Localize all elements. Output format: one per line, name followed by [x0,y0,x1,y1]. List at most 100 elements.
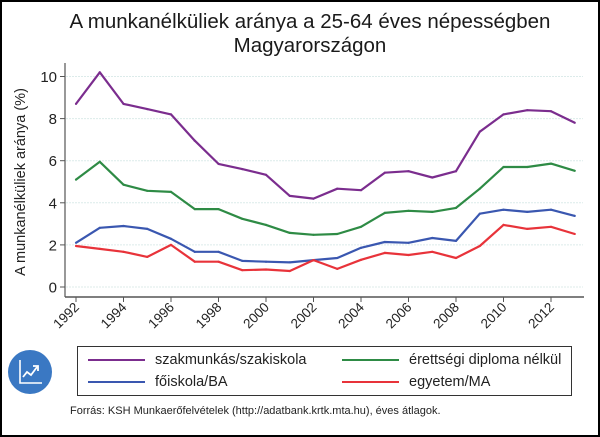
data-point [359,225,363,228]
data-point [383,240,386,244]
data-point [502,113,505,116]
chart-title-line2: Magyarországon [233,34,387,57]
data-point [336,232,339,236]
data-point [383,171,386,174]
data-point [407,253,410,257]
data-point [264,260,268,263]
x-tick-label: 1994 [98,299,130,331]
data-point [193,139,196,142]
data-point [74,178,78,181]
data-point [217,162,220,165]
data-point [526,210,529,213]
legend-swatch [88,359,145,361]
legend-swatch [342,381,399,383]
legend-item-egyetem: egyetem/MA [342,372,490,392]
data-point [146,227,149,231]
data-point [169,237,173,240]
data-point [312,258,315,262]
data-point [431,176,434,179]
axes [60,63,584,302]
legend-item-erettsegi: érettségi diploma nélkül [342,350,561,370]
data-point [502,208,505,211]
data-point [98,226,101,229]
data-point [146,255,149,258]
data-point [431,250,434,253]
y-axis-label: A munkanélküliek aránya (%) [13,88,29,276]
data-point [217,250,220,253]
y-tick-label: 10 [40,69,57,86]
data-point [383,251,386,254]
chart-title: A munkanélküliek aránya a 25-64 éves nép… [50,10,570,58]
data-point [431,236,434,240]
data-point [146,108,149,111]
data-point [431,210,434,213]
data-point [336,256,339,260]
chart-title-line1: A munkanélküliek aránya a 25-64 éves nép… [69,10,551,33]
data-point [312,233,315,236]
x-tick-label: 2002 [288,300,320,332]
y-tick-label: 0 [49,280,57,297]
legend-label: főiskola/BA [155,374,228,390]
legend: szakmunkás/szakiskola érettségi diploma … [77,346,572,396]
data-point [193,208,196,211]
legend-item-szakmunkas: szakmunkás/szakiskola [88,350,307,370]
x-tick-label: 2008 [430,300,462,332]
data-point [217,208,220,211]
data-point [454,256,458,260]
x-tick-label: 2000 [240,300,272,332]
data-point [407,241,410,244]
x-tick-label: 2012 [525,300,557,332]
series-lines [74,71,576,273]
data-point [74,102,78,105]
data-point [454,206,458,209]
data-point [526,227,529,231]
data-point [454,239,458,243]
legend-label: egyetem/MA [409,374,491,390]
data-point [359,246,363,249]
data-point [288,269,291,273]
data-point [454,170,458,173]
x-tick-label: 1998 [193,300,225,332]
y-tick-label: 2 [49,237,57,254]
data-point [502,165,505,169]
data-point [98,71,101,74]
data-point [312,197,315,200]
data-point [549,225,553,228]
y-tick-labels: 0 2 4 6 8 10 [40,69,57,297]
x-tick-labels: 1992 1994 1996 1998 2000 2002 2004 2006 2008 2010… [50,299,557,331]
data-point [478,187,481,190]
data-point [241,217,244,220]
data-point [549,110,553,113]
y-tick-label: 6 [49,153,57,170]
data-point [146,189,149,192]
data-point [383,211,386,215]
legend-swatch [342,359,399,361]
data-point [526,165,529,169]
data-point [169,113,173,116]
data-point [241,269,244,272]
line-chart: 0 2 4 6 8 10 1992 1994 1996 1998 2000 2002 2004 2006… [13,63,584,331]
data-point [359,258,363,261]
data-point [122,250,125,253]
legend-item-foiskola: főiskola/BA [88,372,228,392]
data-point [478,130,481,133]
data-point [74,241,78,244]
x-tick-label: 2010 [478,300,510,332]
data-point [74,244,78,248]
data-point [193,250,196,253]
data-point [264,223,268,227]
x-tick-label: 2006 [383,300,415,332]
data-point [98,160,101,163]
data-point [169,190,173,193]
data-point [573,121,576,124]
legend-label: szakmunkás/szakiskola [155,352,307,368]
data-point [241,259,244,262]
data-point [193,260,196,263]
legend-label: érettségi diploma nélkül [409,352,562,368]
chart-trend-icon [19,360,42,384]
data-point [526,109,529,112]
data-point [573,169,576,172]
data-point [336,267,339,270]
series-line-3 [75,223,576,273]
data-point [122,183,125,186]
